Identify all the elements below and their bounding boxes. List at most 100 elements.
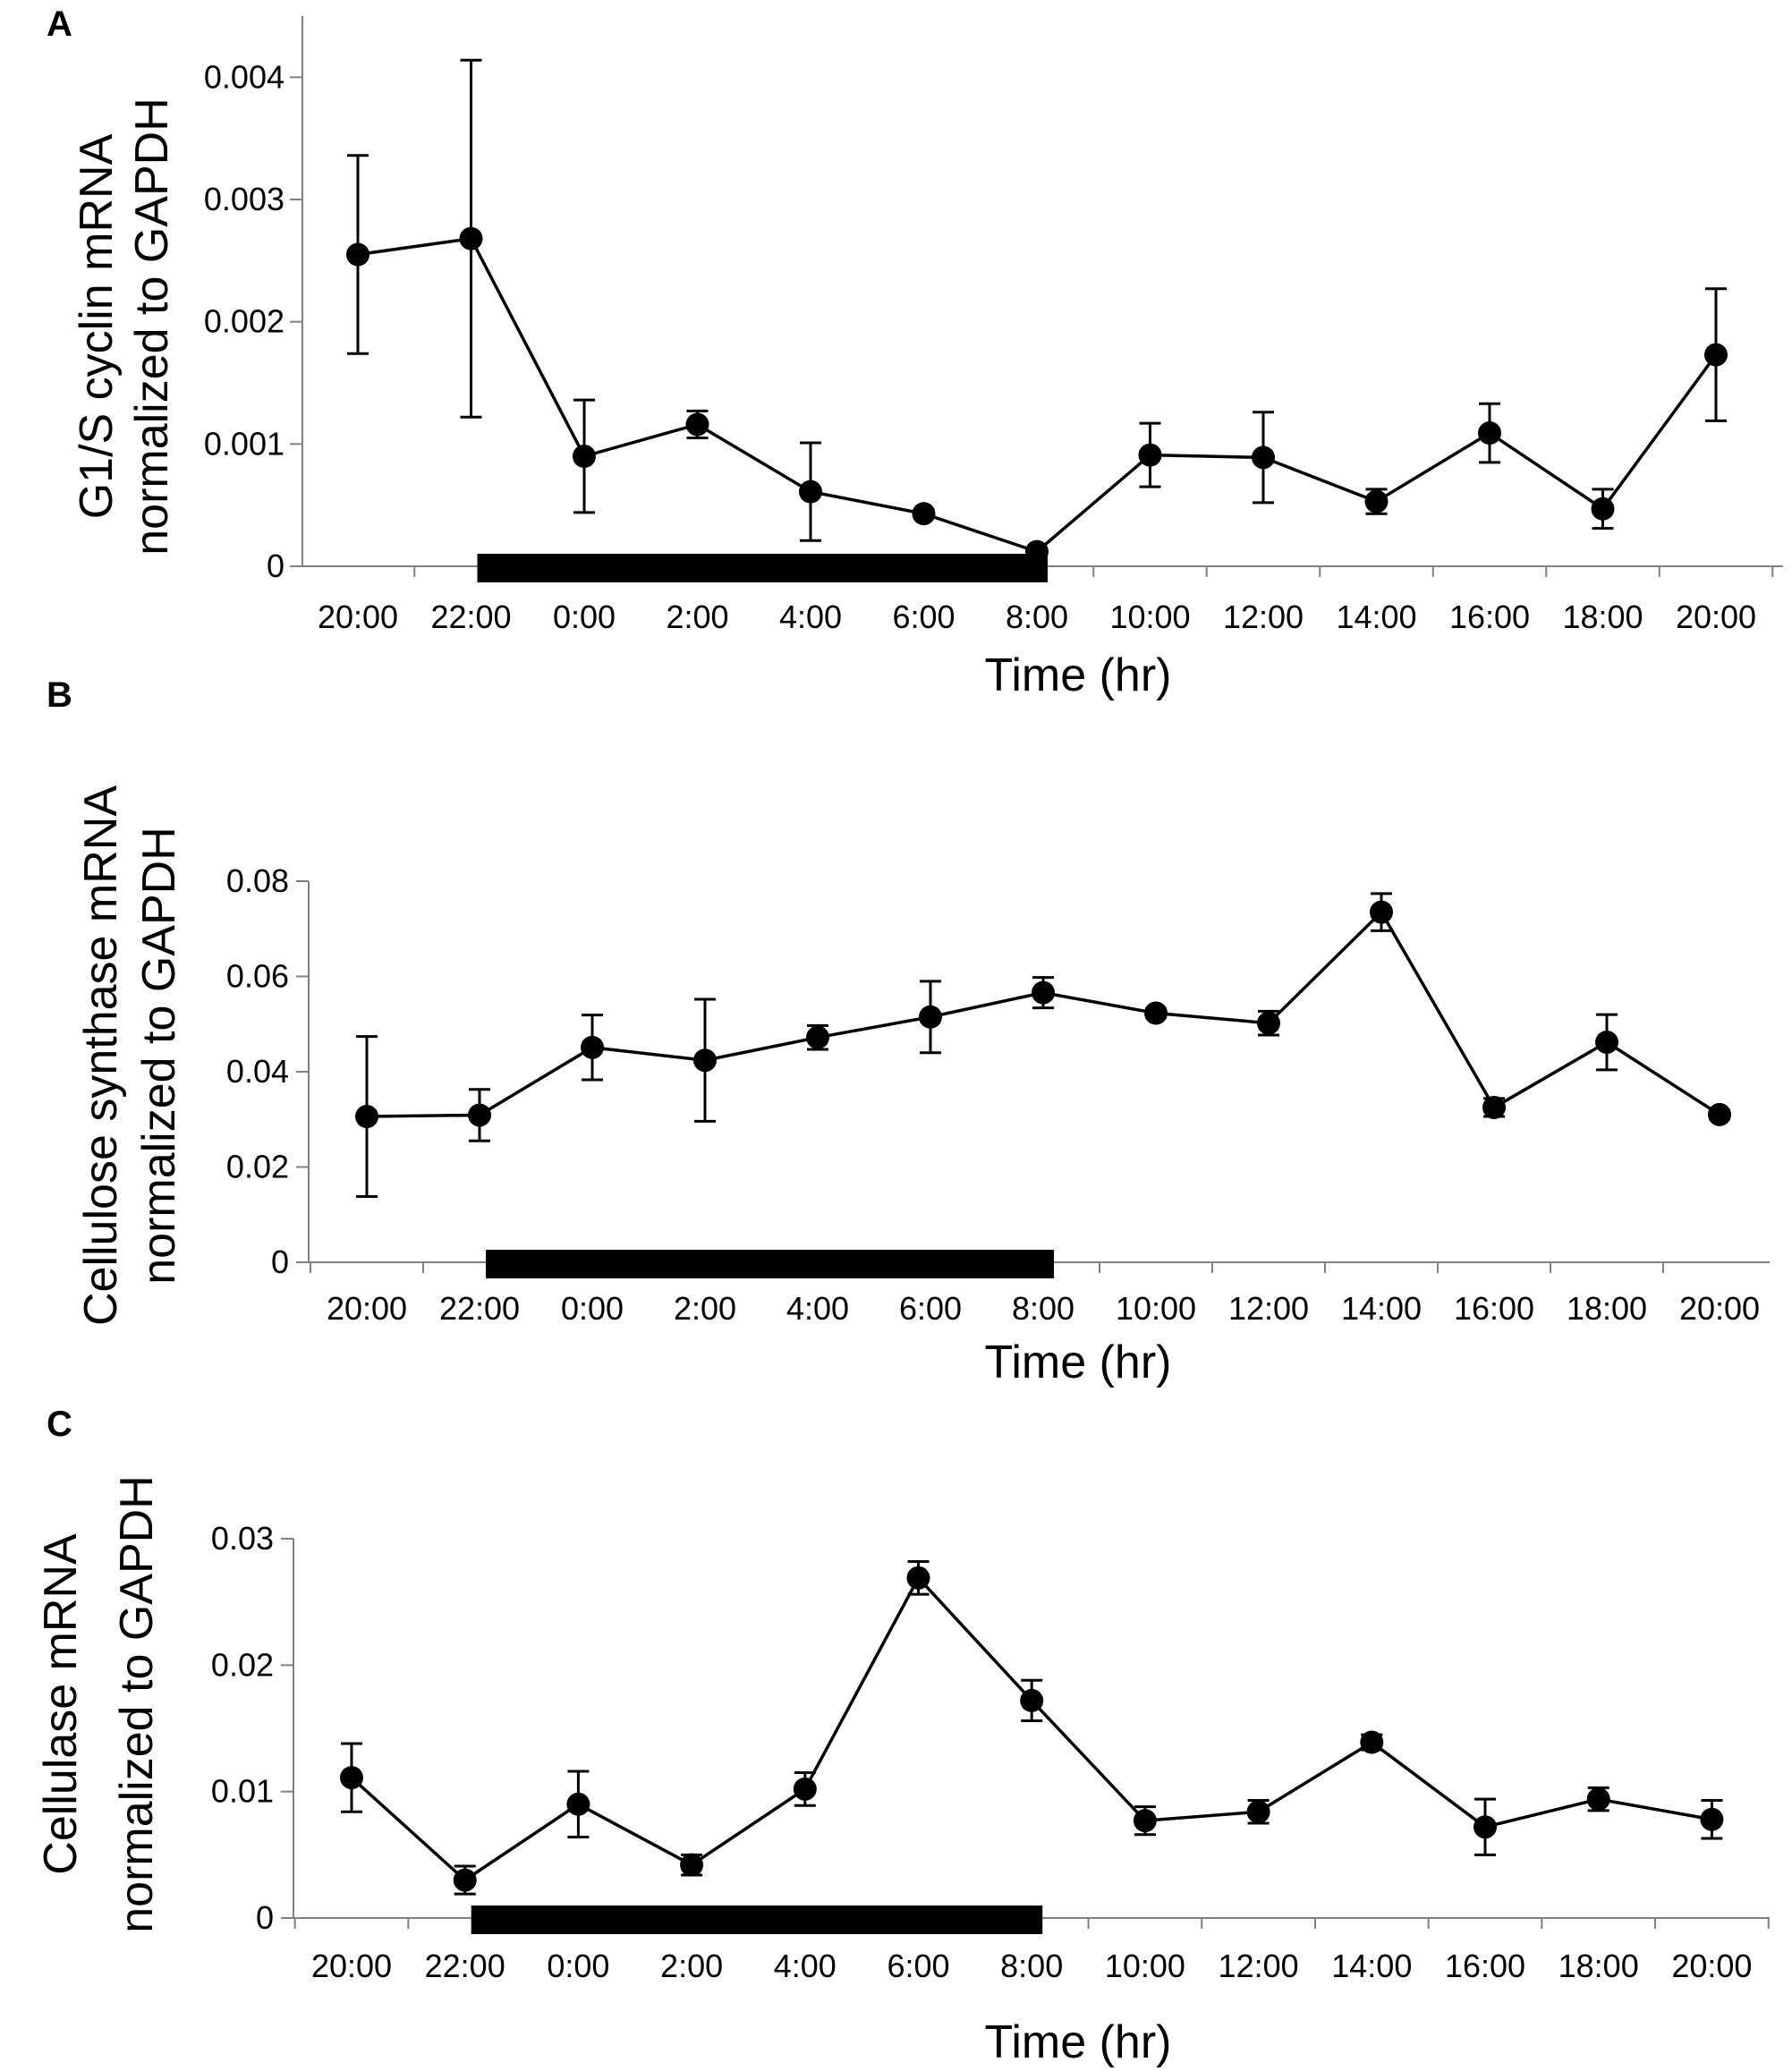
panel-a-data-point [1478, 421, 1501, 446]
panel-b-data-point [1257, 1011, 1280, 1035]
panel-b-y-tick-label: 0.06 [226, 958, 289, 995]
panel-b-data-point [806, 1025, 829, 1049]
panel-c-x-tick-label: 4:00 [774, 1948, 837, 1984]
panel-a-ylabel-line2: normalized to GAPDH [126, 98, 178, 556]
panel-a-data-point [1138, 443, 1162, 467]
panel-a-x-tick-label: 22:00 [430, 598, 511, 635]
panel-c-y-axis-title: Cellulase mRNA normalized to GAPDH [35, 1475, 163, 1933]
panel-a-x-axis-title: Time (hr) [985, 649, 1172, 701]
panel-b-y-tick-label: 0.04 [226, 1053, 289, 1090]
panel-c-data-point [566, 1792, 590, 1816]
panel-b-x-tick-label: 0:00 [561, 1290, 624, 1327]
panel-a-data-point [346, 242, 369, 267]
panel-a-x-tick-label: 12:00 [1223, 598, 1304, 635]
panel-c-data-point [453, 1868, 477, 1892]
panel-a-x-tick-label: 6:00 [892, 598, 955, 635]
panel-a-data-point [799, 480, 822, 504]
panel-a-data-point [1252, 446, 1275, 470]
panel-c-y-tick-label: 0.02 [211, 1646, 274, 1683]
panel-a-data-point [459, 226, 483, 250]
panel-c-y-tick-label: 0 [256, 1899, 274, 1936]
panel-b-plot-area: 0 0.02 0.04 0.06 0.08 20:00 22:00 0:00 2:00 4:00 6… [226, 862, 1770, 1327]
panel-a-x-tick-label: 0:00 [553, 598, 616, 635]
panel-b-ylabel-line2: normalized to GAPDH [133, 827, 185, 1285]
panel-b-y-tick-label: 0 [271, 1243, 289, 1280]
panel-c-x-tick-label: 6:00 [887, 1948, 949, 1984]
panel-c-plot-area: 0 0.01 0.02 0.03 20:00 22:00 0:00 2:00 4:00 6:00 8… [211, 1520, 1770, 1984]
panel-a-dark-period-bar [477, 554, 1048, 582]
panel-c-x-tick-label: 0:00 [547, 1948, 609, 1984]
panel-b-x-axis-title: Time (hr) [985, 1337, 1172, 1388]
panel-a-y-tick-label: 0.003 [204, 181, 285, 217]
panel-b-y-tick-label: 0.08 [226, 862, 289, 899]
panel-a-y-axis-title: G1/S cyclin mRNA normalized to GAPDH [71, 98, 178, 556]
panel-c-data-point [1360, 1730, 1384, 1754]
panel-b-x-tick-label: 6:00 [899, 1290, 962, 1327]
panel-b-x-tick-label: 22:00 [439, 1290, 520, 1327]
panel-a-x-tick-label: 8:00 [1006, 598, 1068, 635]
panel-a-data-point [685, 412, 709, 437]
panel-b-series-line [366, 909, 1720, 1118]
panel-c-ylabel-line1: Cellulase mRNA [35, 1533, 87, 1875]
panel-b-data-point [1032, 980, 1055, 1005]
panel-b: B Cellulose synthase mRNA normalized to … [47, 675, 1770, 1388]
panel-c-y-tick-label: 0.03 [211, 1520, 274, 1557]
panel-c-data-point [793, 1777, 817, 1801]
panel-c-x-tick-label: 14:00 [1331, 1948, 1412, 1984]
panel-a-x-tick-label: 4:00 [779, 598, 842, 635]
panel-b-y-tick-label: 0.02 [226, 1149, 289, 1185]
panel-b-x-tick-label: 20:00 [327, 1290, 407, 1327]
panel-a-x-tick-label: 16:00 [1449, 598, 1530, 635]
panel-b-data-point [581, 1035, 604, 1059]
panel-b-x-tick-label: 10:00 [1116, 1290, 1196, 1327]
panel-b-x-tick-label: 8:00 [1012, 1290, 1074, 1327]
panel-b-data-point [1708, 1102, 1731, 1126]
panel-a-data-point [1025, 539, 1049, 564]
panel-a-x-tick-label: 14:00 [1336, 598, 1416, 635]
panel-a-data-point [1704, 343, 1728, 367]
panel-c-x-tick-label: 22:00 [425, 1948, 505, 1984]
panel-a-x-tick-label: 2:00 [666, 598, 728, 635]
panel-a-data-point [1591, 497, 1615, 521]
panel-c-data-point [1586, 1787, 1610, 1812]
panel-letter-a: A [47, 4, 72, 44]
panel-a-x-tick-label: 20:00 [318, 598, 398, 635]
panel-a-y-tick-label: 0 [267, 547, 285, 584]
panel-a-data-point [1364, 489, 1389, 514]
panel-b-data-point [355, 1105, 378, 1129]
panel-a-data-point [912, 502, 936, 526]
panel-a-series-line [357, 236, 1718, 554]
panel-b-data-point [1595, 1030, 1618, 1054]
panel-a: A G1/S cyclin mRNA normalized to GAPDH T… [47, 4, 1783, 701]
panel-a-y-tick-label: 0.001 [204, 425, 285, 462]
panel-c-data-point [1020, 1688, 1044, 1712]
panel-c-x-tick-label: 20:00 [1671, 1948, 1752, 1984]
panel-c-x-tick-label: 12:00 [1219, 1948, 1299, 1984]
panel-c-series-line [350, 1574, 1712, 1882]
panel-letter-b: B [47, 675, 72, 715]
panel-c-x-axis-title: Time (hr) [985, 2016, 1172, 2068]
panel-c-data-point [1246, 1800, 1270, 1824]
panel-b-x-tick-label: 14:00 [1341, 1290, 1422, 1327]
panel-c-data-point [340, 1766, 363, 1790]
panel-c-y-tick-label: 0.01 [211, 1773, 274, 1810]
panel-c-data-point [1474, 1815, 1497, 1839]
panel-a-y-tick-label: 0.002 [204, 303, 285, 340]
panel-c-data-point [906, 1566, 930, 1590]
panel-b-y-axis-title: Cellulose synthase mRNA normalized to GA… [75, 785, 185, 1326]
panel-c-x-tick-label: 2:00 [660, 1948, 723, 1984]
panel-c-ylabel-line2: normalized to GAPDH [111, 1475, 163, 1933]
panel-a-x-tick-label: 18:00 [1562, 598, 1643, 635]
panel-c-data-point [1133, 1809, 1157, 1833]
panel-b-x-tick-label: 2:00 [674, 1290, 736, 1327]
panel-b-data-point [693, 1048, 717, 1073]
panel-b-dark-period-bar [486, 1250, 1054, 1278]
panel-c-data-point [1700, 1807, 1724, 1831]
panel-c-dark-period-bar [471, 1905, 1043, 1934]
panel-c: C Cellulase mRNA normalized to GAPDH Tim… [35, 1405, 1770, 2068]
panel-b-x-tick-label: 18:00 [1567, 1290, 1647, 1327]
panel-c-x-tick-label: 18:00 [1558, 1948, 1639, 1984]
panel-b-x-tick-label: 12:00 [1228, 1290, 1309, 1327]
panel-b-x-tick-label: 4:00 [786, 1290, 849, 1327]
